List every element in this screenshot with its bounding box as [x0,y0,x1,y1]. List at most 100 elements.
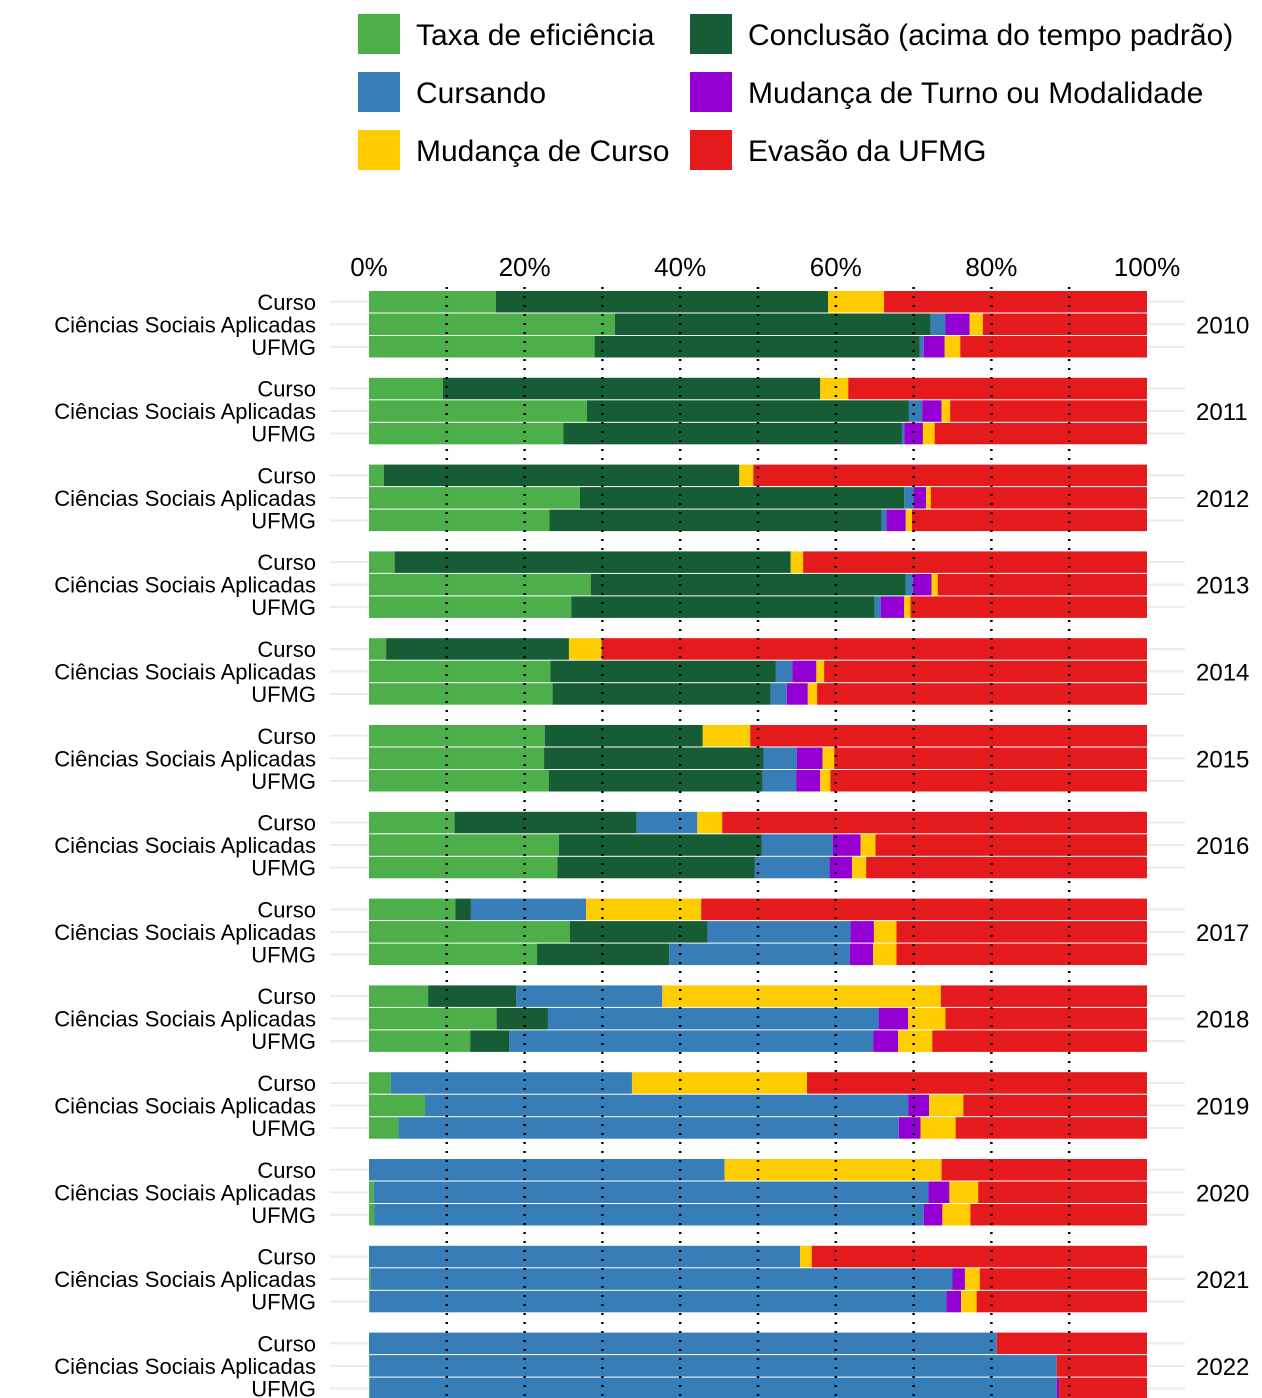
bar-segment-cursando [509,1030,874,1052]
bar-segment-curso [807,683,818,705]
bar-segment-evasao [976,1290,1147,1313]
bar-segment-evasao [896,921,1147,943]
bar-segment-evasao [950,400,1147,422]
legend-label-cursando: Cursando [416,77,546,110]
bar-segment-eficiencia [369,336,595,358]
bar-segment-turno [792,660,817,683]
bar-segment-cursando [547,1007,879,1030]
bar-segment-cursando [763,747,797,769]
bar-segment-cursando [470,898,587,921]
row-label-ufmg: UFMG [251,335,316,360]
bar-segment-curso [961,1290,977,1313]
bar-segment-curso [631,1072,808,1094]
legend-label-eficiencia: Taxa de eficiência [416,19,655,52]
bar-segment-cursando [369,1377,1057,1398]
bar-segment-curso [860,834,876,856]
row-label-curso: Curso [257,1245,316,1270]
bar-segment-turno [850,921,874,943]
bar-segment-curso [926,487,931,509]
bar-segment-evasao [834,747,1147,769]
x-tick-label: 20% [499,252,551,282]
bar-segment-eficiencia [369,1007,497,1030]
bar-segment-eficiencia [369,985,429,1007]
row-label-curso: Curso [257,897,316,922]
reference-lines [445,287,1071,1398]
bar-segment-evasao [979,1268,1147,1290]
year-label: 2017 [1196,920,1249,947]
bar-segment-eficiencia [369,487,580,509]
x-tick-label: 100% [1114,252,1181,282]
row-label-ciencias-sociais-aplicadas: Ciências Sociais Aplicadas [54,1093,316,1118]
bar-segment-cursando [369,1332,997,1355]
bar-segment-conclusao [552,683,771,705]
bar-segment-conclusao [470,1030,510,1052]
bar-segment-cursando [874,596,881,618]
bar-segment-cursando [369,1290,947,1313]
bar-segment-curso [697,811,723,834]
row-label-ufmg: UFMG [251,508,316,533]
bar-segment-turno [873,1030,899,1052]
bar-segment-cursando [905,573,913,596]
bar-segment-curso [969,313,983,335]
bar-segment-eficiencia [369,683,553,705]
bar-segment-cursando [775,660,793,683]
bar-segment-curso [724,1159,942,1181]
row-label-ciencias-sociais-aplicadas: Ciências Sociais Aplicadas [54,486,316,511]
bar-segment-curso [662,985,941,1007]
bar-segment-curso [822,747,835,769]
row-label-curso: Curso [257,724,316,749]
x-tick-label: 0% [350,252,388,282]
bar-segment-evasao [753,464,1147,487]
bar-segment-eficiencia [369,1355,370,1377]
bar-segment-evasao [970,1204,1147,1226]
bar-segment-cursando [636,811,698,834]
bar-segment-eficiencia [369,834,559,856]
bar-segment-conclusao [557,856,755,879]
bar-segment-conclusao [386,638,569,660]
row-label-ciencias-sociais-aplicadas: Ciências Sociais Aplicadas [54,1267,316,1292]
legend-label-turno: Mudança de Turno ou Modalidade [748,77,1203,110]
bar-segment-evasao [960,336,1147,358]
bar-segment-eficiencia [369,1030,471,1052]
year-label: 2022 [1196,1354,1249,1381]
bar-segment-evasao [982,313,1147,335]
bar-segment-curso [820,377,849,400]
row-label-curso: Curso [257,637,316,662]
bar-segment-curso [873,943,897,966]
bar-segment-turno [945,313,970,335]
bar-segment-turno [878,1007,909,1030]
bar-segment-turno [796,770,821,792]
bar-segment-evasao [848,377,1147,400]
year-label: 2014 [1196,659,1249,686]
bar-segment-turno [886,509,906,532]
bar-segment-evasao [866,856,1147,879]
row-label-ufmg: UFMG [251,682,316,707]
bar-segment-eficiencia [369,313,615,335]
bar-segment-eficiencia [369,811,455,834]
bar-segment-eficiencia [369,898,456,921]
bar-segment-conclusao [454,811,637,834]
bar-segment-eficiencia [369,1290,370,1313]
bar-segment-conclusao [428,985,517,1007]
bar-segment-evasao [932,1030,1147,1052]
bar-segment-cursando [373,1181,929,1203]
row-label-ufmg: UFMG [251,1290,316,1315]
bar-segment-turno [923,336,945,358]
bar-segment-turno [904,422,923,445]
bar-segment-eficiencia [369,551,395,573]
bar-segment-evasao [963,1094,1147,1117]
bar-segment-curso [828,291,885,313]
bar-segment-evasao [830,770,1147,792]
row-label-curso: Curso [257,550,316,575]
row-label-ciencias-sociais-aplicadas: Ciências Sociais Aplicadas [54,746,316,771]
bar-segment-curso [949,1181,979,1203]
bar-segment-conclusao [394,551,791,573]
legend-label-conclusao: Conclusão (acima do tempo padrão) [748,19,1233,52]
x-tick-label: 80% [965,252,1017,282]
row-label-ufmg: UFMG [251,856,316,881]
x-tick-label: 60% [810,252,862,282]
year-label: 2012 [1196,486,1249,513]
bar-segment-evasao [811,1245,1147,1268]
bar-segment-eficiencia [369,725,545,747]
row-label-ciencias-sociais-aplicadas: Ciências Sociais Aplicadas [54,573,316,598]
